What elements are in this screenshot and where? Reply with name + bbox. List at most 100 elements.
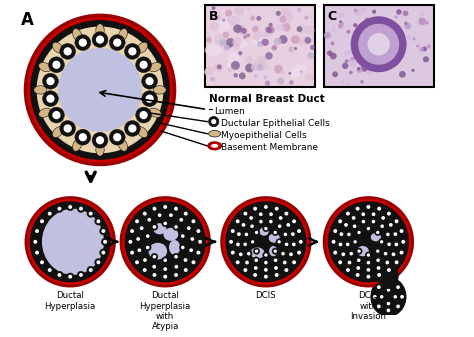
- Ellipse shape: [269, 246, 278, 256]
- Circle shape: [346, 231, 352, 238]
- Circle shape: [141, 256, 149, 264]
- Circle shape: [279, 35, 288, 44]
- Circle shape: [66, 273, 74, 280]
- Circle shape: [229, 249, 237, 256]
- Circle shape: [357, 249, 361, 253]
- Circle shape: [351, 16, 407, 72]
- Circle shape: [356, 257, 362, 264]
- Ellipse shape: [39, 62, 51, 72]
- Circle shape: [269, 212, 273, 216]
- Circle shape: [167, 212, 174, 219]
- Circle shape: [362, 220, 365, 223]
- Circle shape: [211, 6, 216, 10]
- Circle shape: [276, 223, 283, 229]
- Circle shape: [257, 41, 263, 47]
- Circle shape: [367, 253, 370, 257]
- Ellipse shape: [169, 240, 180, 255]
- Circle shape: [423, 56, 429, 62]
- Ellipse shape: [58, 48, 142, 132]
- Circle shape: [387, 268, 391, 272]
- Circle shape: [241, 28, 247, 34]
- Circle shape: [281, 70, 285, 74]
- Text: Basement Membrane: Basement Membrane: [221, 143, 318, 152]
- Circle shape: [299, 240, 303, 244]
- Circle shape: [135, 235, 142, 243]
- Circle shape: [349, 60, 356, 67]
- Circle shape: [163, 275, 167, 279]
- Circle shape: [385, 266, 392, 274]
- Ellipse shape: [305, 25, 315, 35]
- Circle shape: [278, 224, 282, 228]
- Circle shape: [262, 266, 270, 273]
- Circle shape: [332, 71, 338, 77]
- Circle shape: [35, 251, 39, 254]
- Circle shape: [404, 23, 411, 29]
- Circle shape: [236, 261, 240, 264]
- Circle shape: [144, 244, 151, 251]
- Circle shape: [254, 266, 258, 270]
- Circle shape: [89, 268, 92, 272]
- Circle shape: [195, 227, 202, 235]
- Circle shape: [252, 26, 258, 32]
- Circle shape: [381, 224, 384, 228]
- Circle shape: [264, 205, 268, 209]
- Circle shape: [136, 247, 143, 254]
- Circle shape: [174, 255, 178, 258]
- Circle shape: [247, 214, 255, 221]
- Circle shape: [96, 136, 104, 144]
- Circle shape: [264, 75, 267, 79]
- Circle shape: [310, 15, 312, 18]
- Circle shape: [143, 212, 147, 216]
- Circle shape: [391, 52, 396, 57]
- Circle shape: [256, 16, 261, 21]
- Ellipse shape: [276, 11, 293, 24]
- Circle shape: [380, 214, 387, 221]
- Ellipse shape: [204, 45, 222, 56]
- Circle shape: [151, 223, 158, 231]
- Circle shape: [333, 229, 337, 233]
- Circle shape: [276, 11, 281, 16]
- Circle shape: [370, 22, 374, 27]
- Circle shape: [291, 218, 298, 225]
- Circle shape: [365, 225, 372, 232]
- Ellipse shape: [299, 36, 313, 45]
- Circle shape: [210, 22, 219, 31]
- Circle shape: [182, 210, 190, 217]
- Circle shape: [242, 210, 249, 217]
- Circle shape: [64, 47, 72, 56]
- Circle shape: [185, 224, 192, 232]
- Circle shape: [174, 265, 178, 269]
- Circle shape: [386, 233, 390, 236]
- Ellipse shape: [30, 201, 111, 282]
- Circle shape: [77, 205, 85, 212]
- Circle shape: [162, 203, 169, 211]
- Circle shape: [358, 24, 399, 65]
- Circle shape: [95, 258, 102, 266]
- Circle shape: [48, 268, 52, 272]
- Circle shape: [233, 42, 240, 50]
- Ellipse shape: [256, 69, 273, 80]
- Circle shape: [422, 47, 427, 52]
- Ellipse shape: [253, 25, 260, 34]
- Circle shape: [144, 233, 151, 240]
- Circle shape: [210, 76, 215, 82]
- Circle shape: [365, 68, 373, 75]
- Circle shape: [164, 267, 167, 271]
- Circle shape: [356, 67, 363, 73]
- Circle shape: [227, 43, 232, 48]
- Circle shape: [274, 65, 283, 73]
- Circle shape: [109, 129, 125, 145]
- Circle shape: [346, 82, 350, 86]
- Circle shape: [253, 229, 260, 236]
- Circle shape: [273, 205, 281, 212]
- Circle shape: [365, 259, 372, 266]
- Circle shape: [374, 248, 381, 254]
- Circle shape: [365, 273, 372, 280]
- Ellipse shape: [218, 39, 229, 49]
- Circle shape: [387, 288, 390, 292]
- Ellipse shape: [222, 197, 310, 286]
- Circle shape: [385, 286, 392, 294]
- Ellipse shape: [370, 277, 407, 317]
- Circle shape: [87, 210, 94, 217]
- Circle shape: [79, 133, 87, 141]
